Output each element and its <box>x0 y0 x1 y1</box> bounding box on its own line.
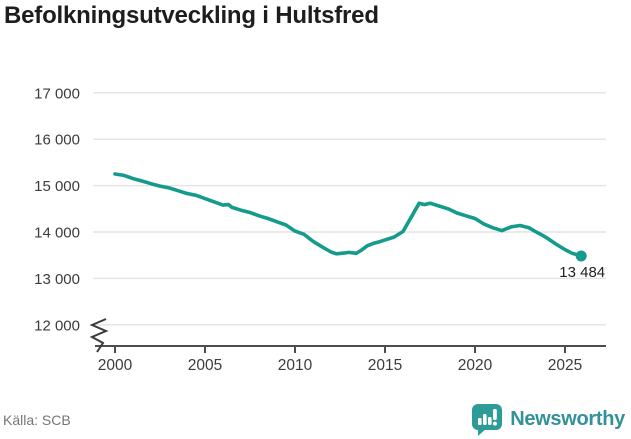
source-label: Källa: SCB <box>3 412 71 428</box>
y-axis-tick-label: 17 000 <box>34 85 80 102</box>
x-axis-tick-label: 2005 <box>188 357 222 374</box>
x-axis-tick-label: 2010 <box>278 357 313 374</box>
newsworthy-wordmark: Newsworthy <box>510 408 625 430</box>
newsworthy-bars-icon <box>472 404 503 436</box>
y-axis-tick-label: 16 000 <box>34 132 80 149</box>
newsworthy-logo: Newsworthy <box>471 403 625 436</box>
x-axis-tick-label: 2015 <box>368 357 402 374</box>
page-title: Befolkningsutveckling i Hultsfred <box>4 2 379 29</box>
last-value-marker <box>575 250 587 262</box>
y-axis-tick-label: 12 000 <box>34 317 80 334</box>
y-axis-tick-label: 15 000 <box>34 178 80 195</box>
x-axis-tick-label: 2020 <box>458 357 493 374</box>
x-axis-tick-label: 2000 <box>98 357 133 374</box>
population-line-series <box>113 172 583 258</box>
y-axis-break-icon <box>89 318 109 353</box>
last-value-label: 13 484 <box>559 264 605 281</box>
y-axis-tick-label: 14 000 <box>34 225 80 242</box>
y-axis-tick-label: 13 000 <box>34 271 80 288</box>
x-axis-tick-label: 2025 <box>548 357 582 374</box>
